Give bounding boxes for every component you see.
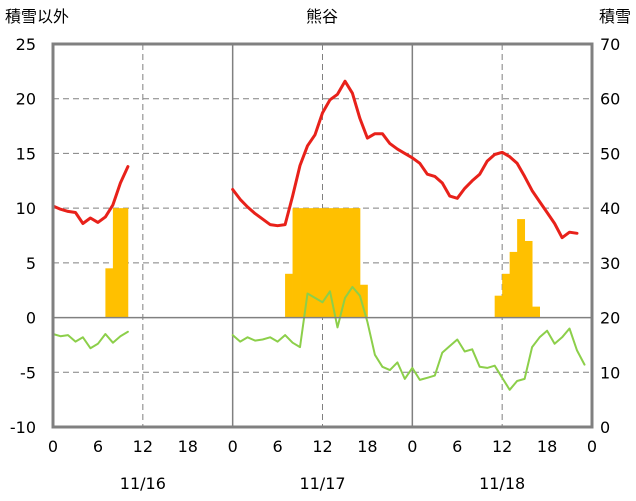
left-tick-label: 15 [16,144,36,163]
x-tick-label: 18 [537,437,557,456]
snow-bar [105,268,114,318]
x-tick-label: 0 [228,437,238,456]
snow-bar [494,295,503,318]
snow-bar [352,208,361,318]
x-tick-label: 0 [407,437,417,456]
date-label: 11/17 [299,474,345,493]
right-tick-label: 50 [600,144,620,163]
snow-bar [120,208,129,318]
snow-bar [524,240,533,318]
right-tick-label: 30 [600,254,620,273]
right-tick-label: 40 [600,199,620,218]
snow-bar [300,208,308,318]
snow-bar [285,273,293,318]
plot-border [51,42,594,429]
x-tick-label: 6 [272,437,282,456]
x-tick-label: 12 [492,437,512,456]
snow-bar [329,208,338,318]
date-label: 11/18 [479,474,525,493]
snow-bar [112,208,121,318]
x-tick-label: 0 [587,437,597,456]
left-tick-label: 0 [26,309,36,328]
data-lines [51,79,586,391]
x-tick-label: 12 [312,437,332,456]
plot-frame [51,42,594,429]
left-tick-label: 25 [16,35,36,54]
series-line [52,330,129,350]
x-tick-label: 18 [178,437,198,456]
left-tick-label: 5 [26,254,36,273]
x-tick-label: 0 [48,437,58,456]
right-tick-label: 10 [600,363,620,382]
series-line [51,165,130,225]
right-axis-title: 積雪 [599,7,631,26]
snow-bar [532,306,540,318]
snow-depth-bars [105,208,540,318]
right-tick-label: 20 [600,309,620,328]
snow-bar [322,208,331,318]
left-tick-label: -10 [10,418,36,437]
series-line [231,79,579,240]
snow-bar [517,219,526,318]
left-tick-label: 20 [16,90,36,109]
right-tick-label: 60 [600,90,620,109]
date-label: 11/16 [120,474,166,493]
x-tick-label: 18 [357,437,377,456]
x-tick-label: 12 [133,437,153,456]
snow-bar [509,251,518,318]
x-tick-label: 6 [452,437,462,456]
left-tick-label: -5 [20,363,36,382]
series-line [231,285,586,391]
snow-bar [337,208,346,318]
snow-bar [359,284,368,318]
snow-bar [307,208,316,318]
snow-bar [502,273,511,318]
snow-bar [315,208,323,318]
right-tick-label: 70 [600,35,620,54]
chart-title: 熊谷 [306,7,338,26]
x-tick-label: 6 [93,437,103,456]
left-axis-title: 積雪以外 [5,7,69,26]
snow-bar [344,208,353,318]
left-tick-label: 10 [16,199,36,218]
right-tick-label: 0 [600,418,610,437]
snow-bar [292,208,301,318]
